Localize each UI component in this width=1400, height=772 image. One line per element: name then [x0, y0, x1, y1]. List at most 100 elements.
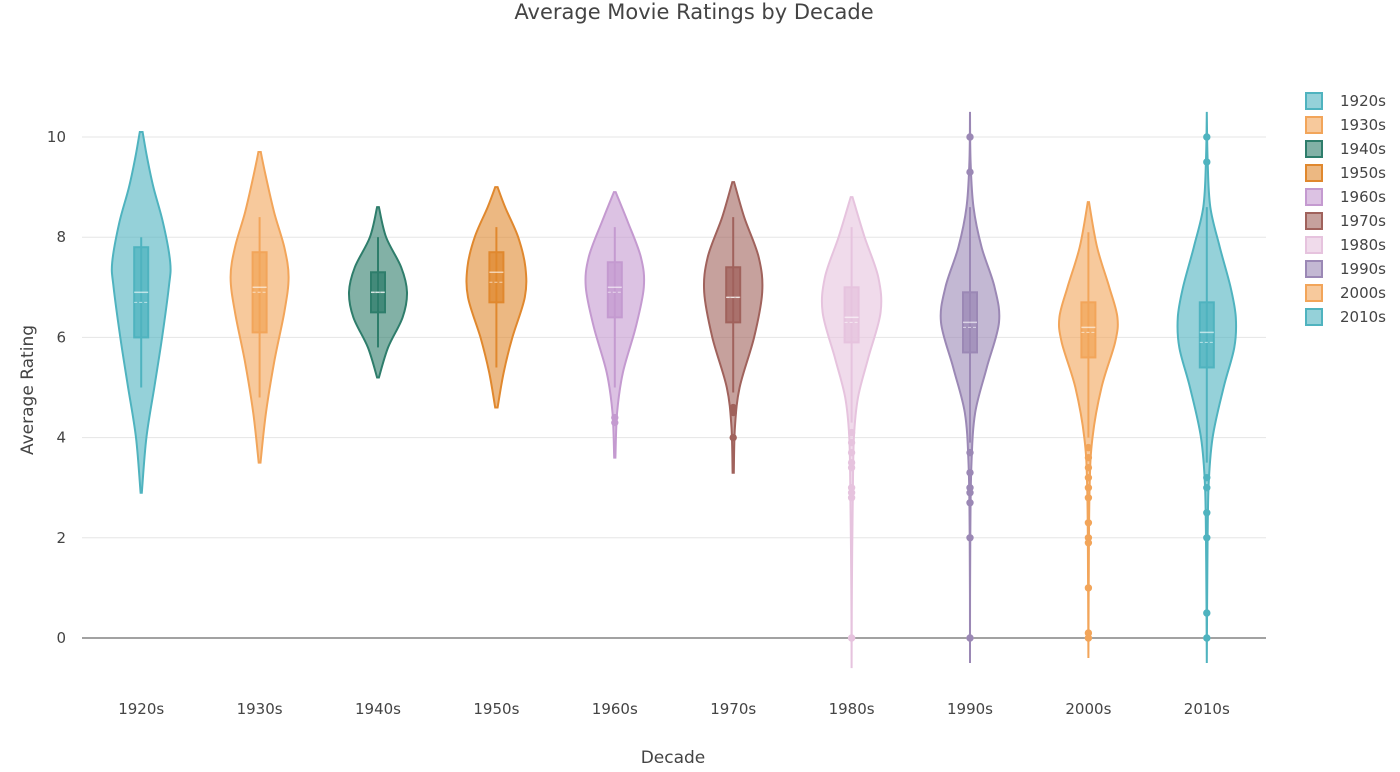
x-tick-label: 1960s	[592, 700, 638, 718]
x-axis-title: Decade	[641, 748, 706, 768]
violin-1980s	[820, 196, 883, 669]
violin-1940s	[347, 206, 409, 379]
x-tick-label: 1950s	[473, 700, 519, 718]
outlier-point	[611, 418, 619, 427]
x-tick-label: 1940s	[355, 700, 401, 718]
legend-label: 1960s	[1340, 188, 1386, 206]
box	[1198, 301, 1215, 369]
outlier-point	[1084, 453, 1093, 462]
x-tick-label: 1980s	[829, 700, 875, 718]
violin-2010s	[1176, 111, 1238, 664]
chart-title: Average Movie Ratings by Decade	[514, 0, 873, 24]
legend-item-1990s[interactable]: 1990s	[1305, 260, 1386, 278]
legend-label: 2000s	[1340, 284, 1386, 302]
legend-swatch	[1305, 140, 1323, 158]
outlier-point	[966, 133, 974, 141]
box	[488, 251, 505, 304]
legend-label: 1980s	[1340, 236, 1386, 254]
outlier-point	[1203, 484, 1211, 492]
x-tick-label: 1930s	[237, 700, 283, 718]
legend-item-1930s[interactable]: 1930s	[1305, 116, 1386, 134]
outlier-point	[966, 499, 974, 507]
legend-swatch	[1305, 308, 1323, 326]
violin-1960s	[584, 191, 646, 459]
y-tick-label: 10	[47, 128, 66, 146]
y-tick-label: 4	[56, 429, 66, 447]
x-tick-label: 2000s	[1065, 700, 1111, 718]
legend-label: 1940s	[1340, 140, 1386, 158]
legend-swatch	[1305, 116, 1323, 134]
legend-item-1980s[interactable]: 1980s	[1305, 236, 1386, 254]
outlier-point	[1084, 519, 1093, 527]
legend-swatch	[1305, 212, 1323, 230]
legend-label: 1990s	[1340, 260, 1386, 278]
box	[843, 286, 860, 344]
y-tick-label: 8	[56, 228, 66, 246]
outlier-point	[847, 428, 856, 437]
legend-label: 2010s	[1340, 308, 1386, 326]
box	[1080, 301, 1097, 359]
outlier-point	[1084, 584, 1093, 592]
legend-item-1960s[interactable]: 1960s	[1305, 188, 1386, 206]
violin-2000s	[1057, 201, 1119, 659]
violin-1920s	[110, 131, 172, 494]
outlier-point	[847, 458, 856, 467]
legend-label: 1930s	[1340, 116, 1386, 134]
legend-item-1970s[interactable]: 1970s	[1305, 212, 1386, 230]
outlier-point	[966, 468, 974, 477]
outlier-point	[847, 484, 856, 492]
outlier-point	[1203, 609, 1211, 617]
outlier-point	[1084, 443, 1093, 452]
outlier-point	[966, 168, 974, 176]
legend-label: 1950s	[1340, 164, 1386, 182]
violin-1950s	[465, 186, 528, 409]
legend-item-2010s[interactable]: 2010s	[1305, 308, 1386, 326]
outlier-point	[847, 438, 856, 447]
legend-item-1950s[interactable]: 1950s	[1305, 164, 1386, 182]
outlier-point	[966, 484, 974, 492]
y-axis-title: Average Rating	[18, 325, 38, 455]
outlier-point	[1084, 463, 1093, 472]
y-tick-label: 2	[56, 529, 66, 547]
violin-1990s	[939, 111, 1001, 664]
y-tick-label: 6	[56, 328, 66, 346]
x-tick-label: 1990s	[947, 700, 993, 718]
legend-swatch	[1305, 260, 1323, 278]
outlier-point	[966, 634, 974, 642]
outlier-point	[1084, 494, 1093, 502]
outlier-point	[1084, 534, 1093, 542]
outlier-point	[1203, 158, 1211, 166]
legend-item-2000s[interactable]: 2000s	[1305, 284, 1386, 302]
y-axis-ticks: 0 2 4 6 8 10	[47, 128, 66, 647]
legend-label: 1920s	[1340, 92, 1386, 110]
legend-label: 1970s	[1340, 212, 1386, 230]
outlier-point	[847, 634, 856, 642]
x-tick-label: 1970s	[710, 700, 756, 718]
legend-item-1920s[interactable]: 1920s	[1305, 92, 1386, 110]
outlier-point	[1203, 534, 1211, 542]
legend-swatch	[1305, 164, 1323, 182]
outlier-point	[1084, 629, 1093, 637]
outlier-point	[1084, 473, 1093, 482]
violin-1970s	[702, 181, 764, 474]
violins	[110, 111, 1238, 669]
y-tick-label: 0	[56, 629, 66, 647]
outlier-point	[729, 408, 737, 417]
box	[725, 266, 742, 324]
legend-item-1940s[interactable]: 1940s	[1305, 140, 1386, 158]
legend-swatch	[1305, 236, 1323, 254]
outlier-point	[966, 534, 974, 542]
outlier-point	[847, 448, 856, 457]
x-axis-ticks: 1920s 1930s 1940s 1950s 1960s 1970s 1980s 1990s…	[118, 700, 1230, 718]
x-tick-label: 1920s	[118, 700, 164, 718]
box	[606, 261, 623, 319]
legend-swatch	[1305, 92, 1323, 110]
x-tick-label: 2010s	[1184, 700, 1230, 718]
outlier-point	[966, 448, 974, 457]
outlier-point	[1203, 509, 1211, 517]
violin-1930s	[229, 151, 290, 464]
outlier-point	[1203, 473, 1211, 482]
outlier-point	[1084, 484, 1093, 492]
legend: 1920s 1930s 1940s 1950s 1960s 1970s 1980s 1990s…	[1305, 92, 1386, 326]
